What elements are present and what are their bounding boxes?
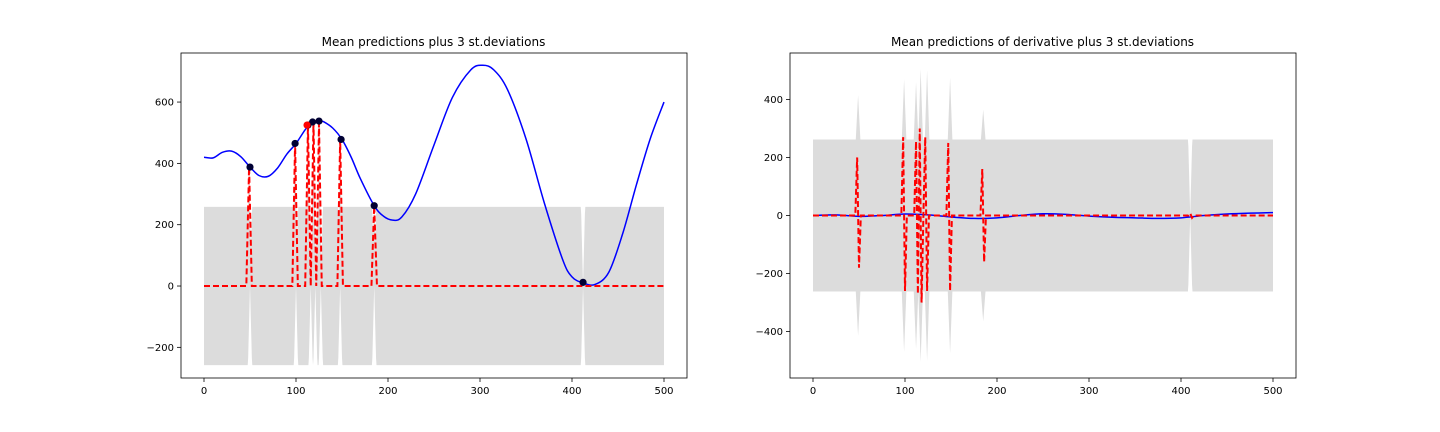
right-x-tick-label: 200 [987,386,1006,397]
left-y-tick-label: 400 [155,159,174,170]
right-y-tick-label: 0 [777,211,783,222]
left-x-tick-label: 0 [201,386,207,397]
left-confidence-band [204,121,664,366]
left-x-tick-label: 300 [470,386,489,397]
right-x-tick-label: 500 [1263,386,1282,397]
chart-right-title: Mean predictions of derivative plus 3 st… [891,35,1194,49]
left-y-tick-label: −200 [147,343,174,354]
chart-left: Mean predictions plus 3 st.deviations 0 1… [147,35,688,397]
left-highlight-point [303,121,311,129]
right-y-tick-label: −200 [756,269,783,280]
right-dashed-line [813,128,1273,303]
left-observation-point [315,117,323,125]
right-y-tick-label: 400 [764,95,783,106]
right-x-tick-label: 0 [810,386,816,397]
left-observation-point [291,139,299,148]
left-x-tick-label: 100 [286,386,305,397]
left-y-tick-label: 200 [155,220,174,231]
chart-right: Mean predictions of derivative plus 3 st… [756,35,1297,397]
right-x-tick-label: 400 [1171,386,1190,397]
right-x-tick-label: 100 [895,386,914,397]
left-observation-point [246,163,254,171]
left-plot-frame [180,52,688,379]
left-y-tick-label: 600 [155,98,174,109]
left-x-tick-label: 500 [654,386,673,397]
chart-left-title: Mean predictions plus 3 st.deviations [322,35,546,49]
left-x-tick-label: 200 [378,386,397,397]
left-x-tick-label: 400 [562,386,581,397]
left-observation-point [308,118,317,126]
left-observation-point [337,135,345,144]
left-mean-line [203,64,665,286]
left-observation-point [370,202,378,210]
right-y-tick-label: 200 [764,153,783,164]
left-y-tick-label: 0 [168,282,174,293]
left-observation-point [579,278,587,286]
right-y-tick-label: −400 [756,327,783,338]
right-x-tick-label: 300 [1079,386,1098,397]
